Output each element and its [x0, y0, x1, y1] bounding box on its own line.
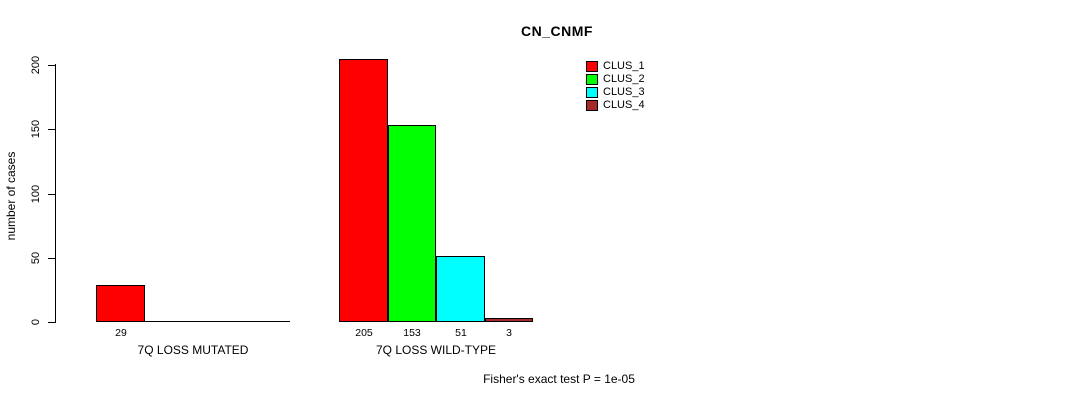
- bar: [96, 285, 145, 322]
- zero-bar-line: [145, 321, 193, 322]
- bar: [485, 318, 533, 322]
- legend-label: CLUS_4: [603, 99, 645, 111]
- y-axis-tick: [48, 129, 55, 130]
- legend-label: CLUS_2: [603, 73, 645, 85]
- chart-title: CN_CNMF: [521, 23, 593, 39]
- group-label: 7Q LOSS MUTATED: [137, 343, 249, 357]
- y-axis-tick-label: 150: [30, 119, 42, 139]
- legend: CLUS_1 CLUS_2 CLUS_3 CLUS_4: [586, 60, 645, 112]
- bar: [339, 59, 388, 322]
- y-axis-tick-label: 100: [30, 184, 42, 204]
- y-axis-tick: [48, 258, 55, 259]
- bar-value-label: 3: [506, 327, 512, 339]
- legend-label: CLUS_3: [603, 86, 645, 98]
- y-axis-tick-label: 0: [30, 318, 42, 326]
- y-axis-tick: [48, 322, 55, 323]
- legend-item: CLUS_4: [586, 99, 645, 112]
- group-label: 7Q LOSS WILD-TYPE: [375, 343, 497, 357]
- legend-item: CLUS_1: [586, 60, 645, 73]
- bar-value-label: 51: [455, 327, 467, 339]
- legend-label: CLUS_1: [603, 60, 645, 72]
- y-axis-tick-label: 50: [30, 251, 42, 265]
- legend-swatch: [586, 100, 598, 111]
- y-axis-tick: [48, 65, 55, 66]
- y-axis-label: number of cases: [4, 151, 18, 241]
- y-axis-tick: [48, 194, 55, 195]
- fisher-test-annotation: Fisher's exact test P = 1e-05: [483, 372, 635, 386]
- legend-item: CLUS_2: [586, 73, 645, 86]
- bar: [436, 256, 485, 322]
- bar-value-label: 29: [115, 327, 127, 339]
- legend-swatch: [586, 74, 598, 85]
- zero-bar-line: [242, 321, 290, 322]
- bar-value-label: 153: [403, 327, 421, 339]
- y-axis-line: [55, 64, 56, 323]
- legend-swatch: [586, 61, 598, 72]
- legend-swatch: [586, 87, 598, 98]
- legend-item: CLUS_3: [586, 86, 645, 99]
- y-axis-tick-label: 200: [30, 55, 42, 75]
- bar-value-label: 205: [355, 327, 373, 339]
- bar: [388, 125, 436, 322]
- zero-bar-line: [193, 321, 242, 322]
